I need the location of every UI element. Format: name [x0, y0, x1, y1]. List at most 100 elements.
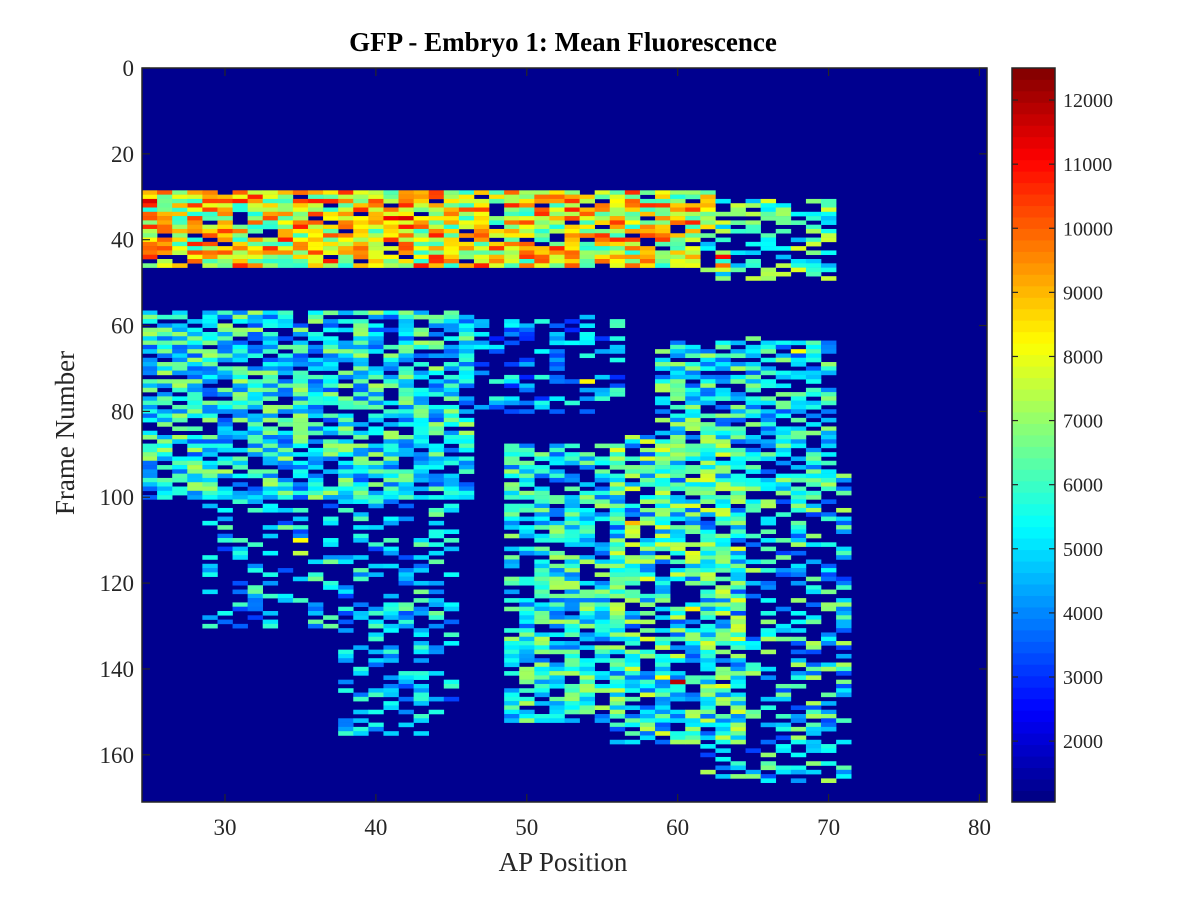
heatmap-cell [821, 662, 837, 668]
heatmap-cell [715, 465, 731, 470]
heatmap-cell [187, 259, 203, 264]
heatmap-cell [307, 465, 324, 470]
heatmap-cell [142, 400, 158, 406]
heatmap-cell [232, 550, 248, 556]
heatmap-cell [398, 349, 414, 354]
heatmap-cell [428, 241, 445, 247]
heatmap-cell [157, 237, 173, 243]
heatmap-cell [157, 344, 173, 350]
heatmap-cell [202, 435, 218, 440]
heatmap-cell [232, 580, 248, 586]
heatmap-cell [790, 619, 807, 625]
heatmap-cell [338, 413, 354, 419]
heatmap-cell [624, 525, 641, 530]
heatmap-cell [534, 516, 550, 522]
heatmap-cell [821, 477, 837, 483]
heatmap-cell [277, 447, 294, 453]
heatmap-cell [504, 696, 520, 702]
heatmap-cell [685, 486, 701, 492]
heatmap-cell [790, 658, 807, 663]
heatmap-cell [760, 379, 777, 384]
heatmap-cell [247, 190, 264, 195]
heatmap-cell [383, 456, 399, 462]
heatmap-cell [247, 392, 264, 397]
heatmap-cell [338, 465, 354, 470]
heatmap-cell [458, 422, 475, 427]
heatmap-cell [790, 610, 807, 616]
heatmap-cell [353, 490, 369, 496]
heatmap-cell [142, 456, 158, 462]
heatmap-cell [836, 580, 852, 586]
heatmap-cell [142, 349, 158, 354]
heatmap-cell [685, 224, 701, 230]
heatmap-cell [142, 216, 158, 221]
heatmap-cell [655, 456, 671, 462]
heatmap-cell [262, 259, 279, 264]
heatmap-cell [307, 344, 324, 350]
heatmap-cell [338, 211, 354, 217]
heatmap-cell [715, 628, 731, 633]
heatmap-cell [715, 477, 731, 483]
heatmap-cell [172, 327, 188, 333]
heatmap-cell [579, 610, 595, 616]
heatmap-cell [700, 628, 716, 633]
heatmap-cell [579, 636, 595, 642]
heatmap-cell [609, 477, 626, 483]
heatmap-cell [172, 370, 188, 376]
heatmap-cell [353, 237, 369, 243]
heatmap-cell [172, 366, 188, 371]
heatmap-cell [655, 477, 671, 483]
heatmap-cell [715, 576, 731, 582]
heatmap-cell [715, 422, 731, 427]
heatmap-cell [277, 482, 294, 487]
heatmap-cell [368, 499, 384, 504]
heatmap-cell [534, 507, 550, 513]
heatmap-cell [187, 370, 203, 376]
heatmap-cell [609, 499, 626, 504]
heatmap-cell [187, 465, 203, 470]
colorbar-swatch [1012, 503, 1055, 516]
heatmap-cell [323, 447, 339, 453]
heatmap-cell [398, 366, 414, 371]
heatmap-cell [564, 452, 580, 457]
heatmap-cell [202, 233, 218, 238]
heatmap-cell [745, 486, 761, 492]
heatmap-cell [760, 752, 777, 758]
heatmap-cell [775, 735, 792, 741]
heatmap-cell [217, 392, 233, 397]
heatmap-cell [157, 452, 173, 457]
colorbar-swatch [1012, 113, 1055, 126]
heatmap-cell [700, 666, 716, 672]
heatmap-cell [760, 267, 777, 273]
heatmap-cell [639, 709, 656, 715]
heatmap-cell [504, 460, 520, 466]
heatmap-cell [564, 198, 580, 204]
heatmap-cell [307, 349, 324, 354]
heatmap-cell [383, 615, 399, 620]
heatmap-cell [323, 336, 339, 341]
heatmap-cell [307, 490, 324, 496]
heatmap-cell [655, 486, 671, 492]
heatmap-cell [172, 310, 188, 316]
heatmap-cell [655, 233, 671, 238]
heatmap-cell [187, 374, 203, 380]
heatmap-cell [187, 194, 203, 200]
heatmap-cell [292, 374, 309, 380]
heatmap-cell [700, 580, 716, 586]
heatmap-cell [760, 198, 777, 204]
colorbar-swatch [1012, 629, 1055, 642]
heatmap-cell [730, 576, 746, 582]
heatmap-cell [821, 718, 837, 723]
heatmap-cell [564, 379, 580, 384]
heatmap-cell [609, 709, 626, 715]
heatmap-cell [368, 722, 384, 728]
heatmap-cell [790, 529, 807, 535]
heatmap-cell [700, 653, 716, 659]
heatmap-cell [655, 503, 671, 509]
heatmap-cell [655, 237, 671, 243]
heatmap-cell [730, 568, 746, 573]
heatmap-cell [609, 447, 626, 453]
heatmap-cell [157, 396, 173, 401]
heatmap-cell [685, 447, 701, 453]
heatmap-cell [579, 666, 595, 672]
